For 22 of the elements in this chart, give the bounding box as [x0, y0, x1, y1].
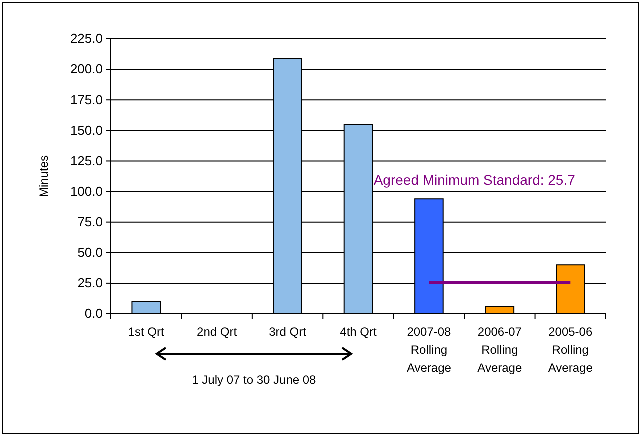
x-tick-label: 2nd Qrt: [197, 325, 238, 339]
x-tick-label: 1st Qrt: [128, 325, 166, 339]
x-tick-label: 2005-06 Rolling Average: [548, 325, 594, 375]
y-tick-label: 225.0: [70, 31, 103, 46]
y-tick-label: 200.0: [70, 62, 103, 77]
y-tick-label: 75.0: [78, 214, 103, 230]
x-tick-label: 3rd Qrt: [269, 325, 308, 339]
y-tick-label: 25.0: [78, 276, 103, 291]
bar: [485, 306, 515, 314]
x-tick-label: 2007-08 Rolling Average: [406, 325, 452, 375]
y-tick-label: 150.0: [70, 122, 103, 138]
y-tick-label: 125.0: [70, 153, 103, 168]
text: 1 July 07 to 30 June 08: [192, 373, 317, 387]
x-tick-label: 4th Qrt: [340, 325, 378, 339]
y-tick-label: 0.0: [84, 306, 103, 322]
bar: [132, 301, 161, 314]
y-tick-label: 175.0: [70, 92, 103, 108]
x-tick-label: 2006-07 Rolling Average: [478, 325, 522, 375]
y-tick-label: 50.0: [78, 245, 103, 260]
y-tick-label: 100.0: [70, 184, 103, 199]
y-axis-title: Minutes: [37, 155, 51, 198]
text: Agreed Minimum Standard: 25.7: [374, 172, 576, 188]
